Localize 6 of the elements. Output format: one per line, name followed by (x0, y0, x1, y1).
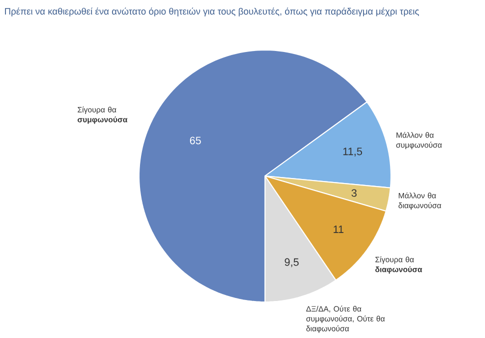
data-label: 11,5 (343, 148, 362, 156)
data-label: 65 (190, 136, 201, 144)
data-label: 3 (352, 189, 357, 197)
data-label: 9,5 (284, 258, 299, 268)
data-label: 11 (334, 226, 344, 233)
chart-title: Πρέπει να καθιερωθεί ένα ανώτατο όριο θητειών για τους βουλευτές, όπως για παράδειγμα μέχρι τρεις (5, 8, 419, 16)
